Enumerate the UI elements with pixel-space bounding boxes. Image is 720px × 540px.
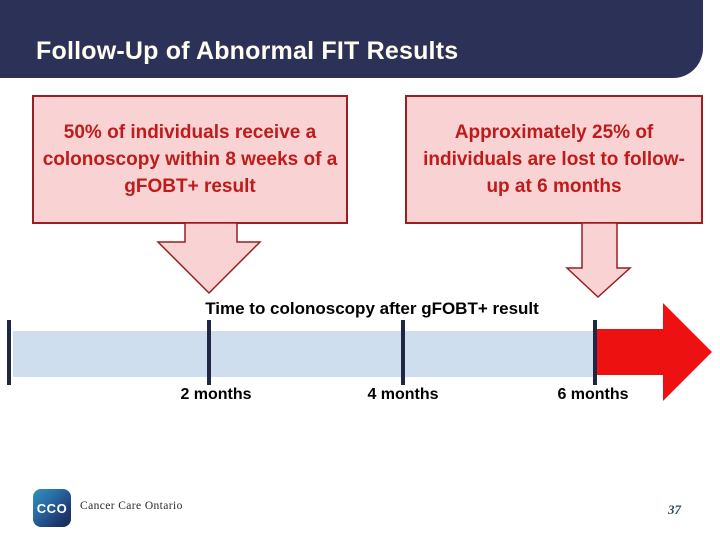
callout-lost-to-follow-up: Approximately 25% of individuals are los… — [405, 95, 703, 224]
tick-label-4-months: 4 months — [367, 386, 439, 403]
organization-name: Cancer Care Ontario — [80, 500, 183, 512]
cco-logo: CCO — [33, 489, 71, 527]
tick-label-6-months: 6 months — [557, 386, 629, 403]
timeline-tick-4-months — [401, 320, 405, 385]
timeline-tick-0-months — [7, 320, 11, 385]
down-arrow-left-icon — [156, 222, 262, 295]
page-title: Follow-Up of Abnormal FIT Results — [36, 37, 459, 65]
callout-colonoscopy-8-weeks: 50% of individuals receive a colonoscopy… — [32, 95, 348, 224]
timeline-title: Time to colonoscopy after gFOBT+ result — [205, 299, 539, 318]
callout-right-text: Approximately 25% of individuals are los… — [423, 122, 685, 197]
timeline-tick-6-months — [593, 320, 597, 385]
callout-left-text: 50% of individuals receive a colonoscopy… — [42, 122, 338, 197]
timeline-tick-2-months — [207, 320, 211, 385]
timeline-bar — [13, 331, 597, 377]
tick-label-2-months: 2 months — [180, 386, 252, 403]
title-bar: Follow-Up of Abnormal FIT Results — [0, 0, 703, 78]
down-arrow-right-icon — [565, 222, 632, 299]
page-number: 37 — [668, 502, 681, 517]
cco-logo-text: CCO — [36, 500, 68, 516]
